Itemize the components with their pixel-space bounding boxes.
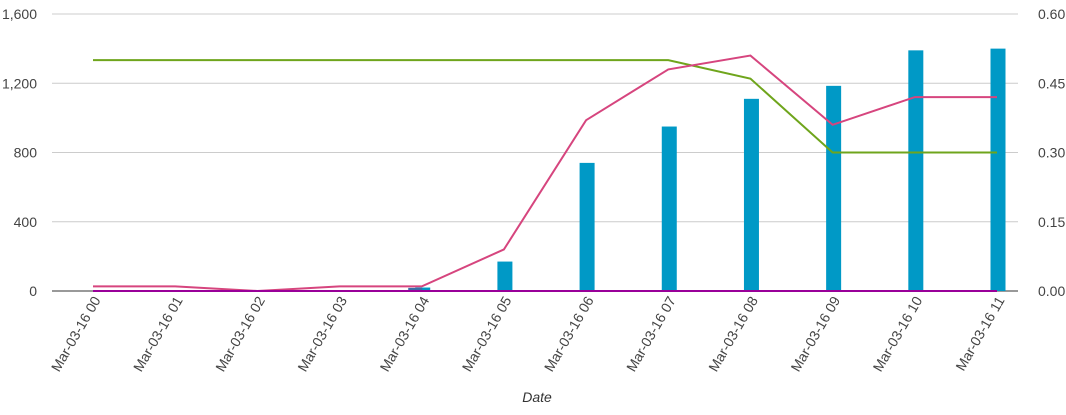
- x-axis-tick-label: Mar-03-16 06: [541, 293, 597, 374]
- bar-series: [408, 48, 1006, 292]
- bar: [408, 287, 423, 291]
- x-axis-tick-label: Mar-03-16 03: [294, 293, 350, 374]
- x-axis-tick-label: Mar-03-16 04: [376, 293, 432, 374]
- x-axis-tick-label: Mar-03-16 09: [787, 293, 843, 374]
- bar: [743, 98, 759, 291]
- bar: [497, 261, 513, 291]
- left-axis-tick-label: 1,200: [2, 75, 37, 91]
- right-axis-tick-labels: 0.00 0.15 0.30 0.45 0.60: [1038, 6, 1065, 299]
- x-axis-tick-label: Mar-03-16 00: [48, 293, 104, 374]
- x-axis-tick-label: Mar-03-16 07: [623, 293, 679, 374]
- x-axis-tick-label: Mar-03-16 08: [705, 293, 761, 374]
- x-axis-tick-label: Mar-03-16 01: [130, 293, 186, 374]
- bar: [990, 48, 1006, 291]
- bar: [826, 85, 842, 291]
- bar: [579, 162, 595, 291]
- x-axis-tick-labels: Mar-03-16 00 Mar-03-16 01 Mar-03-16 02 Mar-…: [48, 293, 1008, 374]
- series-line: [93, 54, 997, 293]
- bar: [415, 287, 431, 291]
- right-axis-tick-label: 0.30: [1038, 145, 1065, 161]
- left-axis-tick-label: 400: [14, 214, 38, 230]
- left-axis-tick-labels: 0 400 800 1,200 1,600: [2, 6, 37, 299]
- x-axis-label: Date: [522, 389, 552, 405]
- right-axis-tick-label: 0.00: [1038, 283, 1065, 299]
- x-axis-tick-label: Mar-03-16 10: [870, 293, 926, 374]
- line-series: [93, 54, 997, 293]
- x-axis-tick-label: Mar-03-16 11: [952, 293, 1007, 373]
- right-axis-tick-label: 0.60: [1038, 6, 1065, 22]
- left-axis-tick-label: 0: [29, 283, 37, 299]
- left-axis-tick-label: 1,600: [2, 6, 37, 22]
- right-axis-tick-label: 0.15: [1038, 214, 1065, 230]
- series-line: [93, 59, 997, 154]
- bar: [661, 126, 677, 291]
- right-axis-tick-label: 0.45: [1038, 75, 1065, 91]
- x-axis-tick-label: Mar-03-16 05: [459, 293, 515, 374]
- left-axis-tick-label: 800: [14, 145, 38, 161]
- x-axis-tick-label: Mar-03-16 02: [212, 293, 268, 374]
- bar: [908, 50, 924, 292]
